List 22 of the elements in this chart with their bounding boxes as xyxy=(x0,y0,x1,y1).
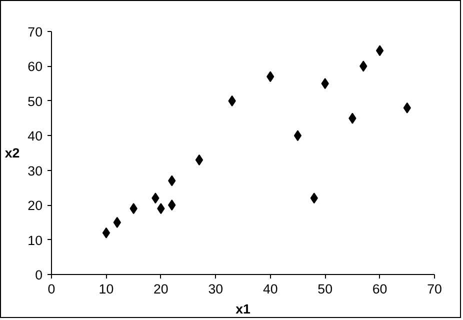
x-tick-label: 60 xyxy=(372,282,388,296)
y-tick-label: 70 xyxy=(28,24,43,40)
x-tick-label: 10 xyxy=(98,282,114,296)
point xyxy=(376,45,384,56)
x-tick-label: 0 xyxy=(48,282,56,296)
point xyxy=(294,130,302,142)
x-tick-label: 50 xyxy=(318,282,332,296)
point xyxy=(195,154,204,166)
y-tick-label: 30 xyxy=(28,163,43,178)
y-tick-label: 60 xyxy=(28,59,43,74)
x-tick-label: 40 xyxy=(262,282,278,296)
y-tick-label: 0 xyxy=(35,268,43,282)
y-axis-title: x2 xyxy=(4,146,20,160)
y-tick-label: 40 xyxy=(28,128,43,144)
x-tick-label: 30 xyxy=(208,282,224,296)
y-tick-label: 20 xyxy=(28,198,43,214)
x-tick-label: 70 xyxy=(427,282,442,296)
y-tick-label: 50 xyxy=(28,94,43,109)
y-tick-label: 10 xyxy=(28,232,43,248)
x-tick-label: 20 xyxy=(154,282,168,296)
x-axis-title: x1 xyxy=(236,302,251,316)
point xyxy=(102,227,110,238)
